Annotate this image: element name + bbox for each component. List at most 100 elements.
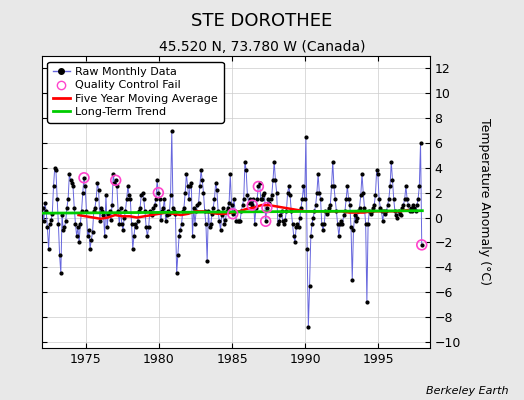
Point	[38, 204, 47, 211]
Point	[293, 220, 302, 227]
Point	[374, 171, 382, 177]
Point	[80, 174, 88, 181]
Point	[355, 204, 364, 211]
Point	[398, 204, 407, 211]
Point	[264, 196, 272, 202]
Point	[254, 183, 263, 190]
Point	[138, 190, 147, 196]
Point	[328, 183, 336, 190]
Point	[142, 224, 150, 231]
Point	[310, 208, 319, 214]
Point	[97, 204, 105, 211]
Point	[42, 208, 50, 214]
Point	[252, 204, 260, 211]
Point	[277, 208, 286, 214]
Point	[96, 218, 104, 224]
Point	[321, 208, 330, 214]
Point	[417, 140, 425, 146]
Point	[226, 171, 235, 177]
Point	[272, 190, 281, 196]
Point	[65, 171, 73, 177]
Point	[190, 204, 198, 211]
Point	[352, 218, 360, 224]
Point	[233, 218, 242, 224]
Point	[414, 196, 422, 202]
Point	[280, 220, 288, 227]
Point	[41, 200, 49, 206]
Point	[90, 208, 98, 214]
Point	[48, 211, 57, 217]
Point	[408, 208, 416, 214]
Point	[213, 187, 221, 193]
Point	[124, 183, 132, 190]
Point	[167, 192, 175, 198]
Point	[255, 180, 264, 186]
Point	[159, 204, 168, 211]
Point	[341, 208, 349, 214]
Point	[330, 183, 338, 190]
Point	[112, 177, 120, 184]
Point	[275, 218, 283, 224]
Point	[243, 192, 252, 198]
Point	[227, 202, 236, 208]
Point	[386, 183, 394, 190]
Point	[59, 227, 68, 233]
Point	[283, 190, 292, 196]
Point	[175, 233, 183, 239]
Point	[76, 220, 84, 227]
Point	[131, 220, 139, 227]
Point	[411, 208, 420, 214]
Point	[258, 196, 266, 202]
Point	[193, 202, 202, 208]
Point	[108, 202, 116, 208]
Point	[221, 217, 230, 223]
Point	[254, 183, 263, 190]
Point	[177, 220, 185, 227]
Point	[91, 204, 99, 211]
Point	[391, 208, 399, 214]
Point	[105, 208, 114, 214]
Point	[241, 158, 249, 165]
Point	[212, 180, 220, 186]
Point	[268, 192, 276, 198]
Point	[181, 190, 189, 196]
Point	[365, 208, 374, 214]
Point	[259, 192, 267, 198]
Point	[276, 212, 285, 218]
Point	[377, 208, 386, 214]
Point	[169, 204, 177, 211]
Point	[86, 245, 94, 252]
Point	[64, 196, 72, 202]
Point	[205, 224, 214, 231]
Point	[415, 183, 423, 190]
Point	[287, 208, 296, 214]
Point	[348, 276, 356, 283]
Point	[242, 167, 250, 174]
Point	[154, 190, 162, 196]
Point	[87, 237, 95, 243]
Point	[238, 202, 247, 208]
Point	[61, 218, 70, 224]
Point	[418, 242, 426, 248]
Point	[228, 211, 237, 217]
Point	[216, 227, 225, 233]
Point	[318, 220, 326, 227]
Point	[263, 204, 271, 211]
Point	[336, 220, 344, 227]
Point	[381, 211, 389, 217]
Point	[322, 211, 331, 217]
Point	[103, 224, 111, 231]
Point	[237, 208, 245, 214]
Point	[387, 158, 396, 165]
Point	[294, 224, 303, 231]
Point	[274, 220, 282, 227]
Point	[187, 180, 195, 186]
Point	[170, 208, 178, 214]
Point	[369, 204, 377, 211]
Point	[157, 217, 165, 223]
Point	[307, 233, 315, 239]
Point	[263, 204, 271, 211]
Point	[198, 177, 206, 184]
Point	[332, 208, 341, 214]
Point	[270, 158, 278, 165]
